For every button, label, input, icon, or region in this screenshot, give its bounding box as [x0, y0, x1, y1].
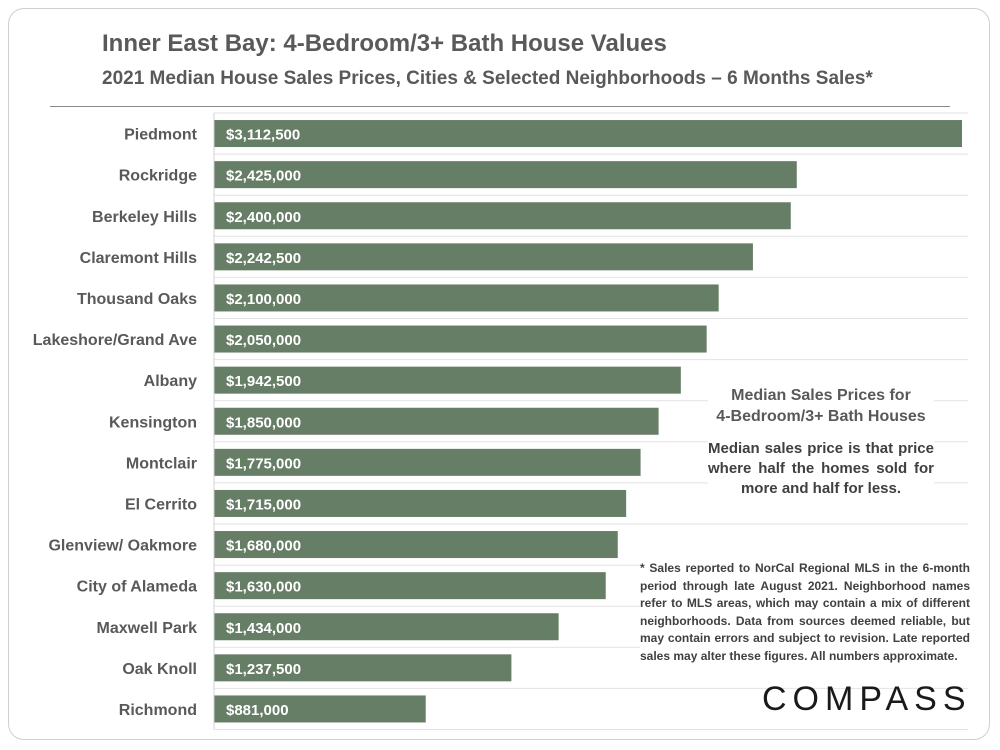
value-label: $1,680,000: [226, 538, 301, 555]
bar: [214, 325, 707, 353]
bar: [214, 613, 559, 641]
bar: [214, 654, 512, 682]
bar: [214, 489, 627, 517]
category-label: Albany: [144, 373, 197, 390]
category-label: Glenview/ Oakmore: [48, 538, 197, 555]
slide-frame: [8, 8, 990, 740]
bar: [214, 366, 681, 394]
value-label: $2,050,000: [226, 332, 301, 349]
chart-title: Inner East Bay: 4-Bedroom/3+ Bath House …: [102, 30, 667, 57]
bar: [214, 531, 618, 559]
category-label: Thousand Oaks: [77, 291, 197, 308]
value-label: $2,100,000: [226, 291, 301, 308]
value-label: $3,112,500: [226, 127, 300, 144]
bar: [214, 202, 791, 230]
bar: [214, 284, 719, 312]
category-label: Kensington: [109, 414, 197, 431]
value-label: $881,000: [226, 702, 289, 719]
category-label: Lakeshore/Grand Ave: [33, 332, 197, 349]
category-label: City of Alameda: [77, 579, 197, 596]
bars: [214, 120, 962, 723]
value-label: $1,715,000: [226, 496, 301, 513]
bar: [214, 448, 641, 476]
footnote: * Sales reported to NorCal Regional MLS …: [640, 560, 970, 665]
chart-subtitle: 2021 Median House Sales Prices, Cities &…: [102, 68, 873, 89]
title-divider: [50, 106, 950, 107]
bar: [214, 407, 659, 435]
category-label: Piedmont: [124, 127, 198, 144]
category-label: Richmond: [119, 702, 197, 719]
value-label: $1,630,000: [226, 579, 301, 596]
legend-box: Median Sales Prices for 4-Bedroom/3+ Bat…: [708, 385, 934, 499]
category-label: El Cerrito: [125, 496, 197, 513]
value-label: $2,242,500: [226, 250, 301, 267]
compass-logo: COMPASS: [762, 680, 972, 718]
value-label: $2,425,000: [226, 168, 301, 185]
bar: [214, 161, 797, 189]
category-label: Oak Knoll: [122, 661, 197, 678]
category-label: Rockridge: [119, 168, 197, 185]
value-label: $1,942,500: [226, 373, 301, 390]
value-label: $1,775,000: [226, 455, 301, 472]
legend-title-line-2: 4-Bedroom/3+ Bath Houses: [716, 408, 926, 425]
gridlines: [214, 112, 968, 730]
bar: [214, 695, 426, 723]
legend-title-line-1: Median Sales Prices for: [731, 387, 911, 404]
value-label: $1,850,000: [226, 414, 301, 431]
bar: [214, 572, 606, 600]
category-label: Montclair: [126, 455, 197, 472]
category-label: Claremont Hills: [80, 250, 197, 267]
category-label: Maxwell Park: [97, 620, 198, 637]
category-label: Berkeley Hills: [92, 209, 197, 226]
category-labels: Piedmont Rockridge Berkeley Hills Claremont…: [33, 127, 198, 719]
legend-description: Median sales price is that price where h…: [708, 440, 934, 497]
bar: [214, 120, 962, 148]
bar: [214, 243, 753, 271]
value-label: $1,434,000: [226, 620, 301, 637]
value-label: $1,237,500: [226, 661, 301, 678]
value-labels: $3,112,500 $2,425,000 $2,400,000 $2,242,500…: [226, 127, 301, 719]
value-label: $2,400,000: [226, 209, 301, 226]
